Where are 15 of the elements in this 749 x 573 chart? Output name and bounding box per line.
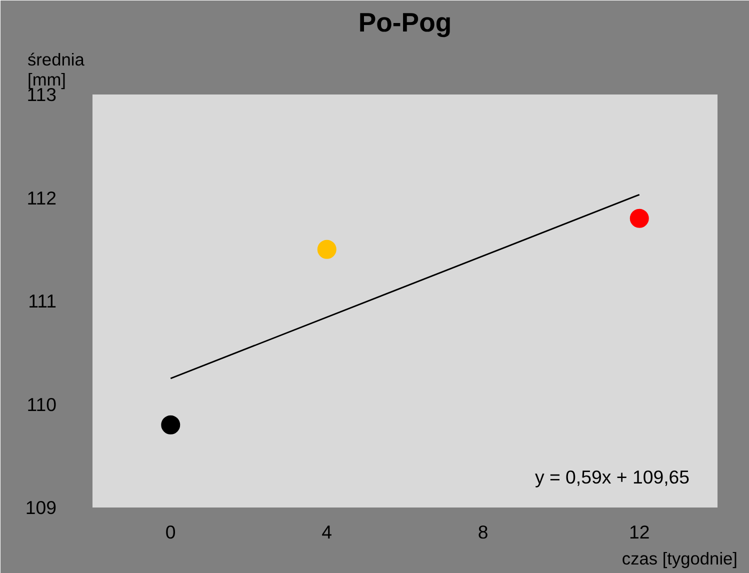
y-axis-title: średnia [mm] xyxy=(28,50,85,90)
x-axis-title: czas [tygodnie] xyxy=(622,548,738,568)
y-tick-label: 109 xyxy=(25,497,57,518)
point xyxy=(630,208,649,228)
point xyxy=(317,240,336,259)
annotation: y = 0,59x + 109,65 xyxy=(534,466,690,488)
y-tick-label: 111 xyxy=(28,290,56,312)
y-tick-label: 112 xyxy=(26,187,57,208)
chart-title: Po-Pog xyxy=(358,8,452,38)
x-tick-label: 4 xyxy=(322,522,332,542)
x-tick-label: 8 xyxy=(478,522,488,542)
x-tick-label: 0 xyxy=(165,522,176,542)
x-tick-label: 12 xyxy=(629,522,650,542)
y-tick-label: 110 xyxy=(26,394,57,415)
point xyxy=(161,415,180,434)
